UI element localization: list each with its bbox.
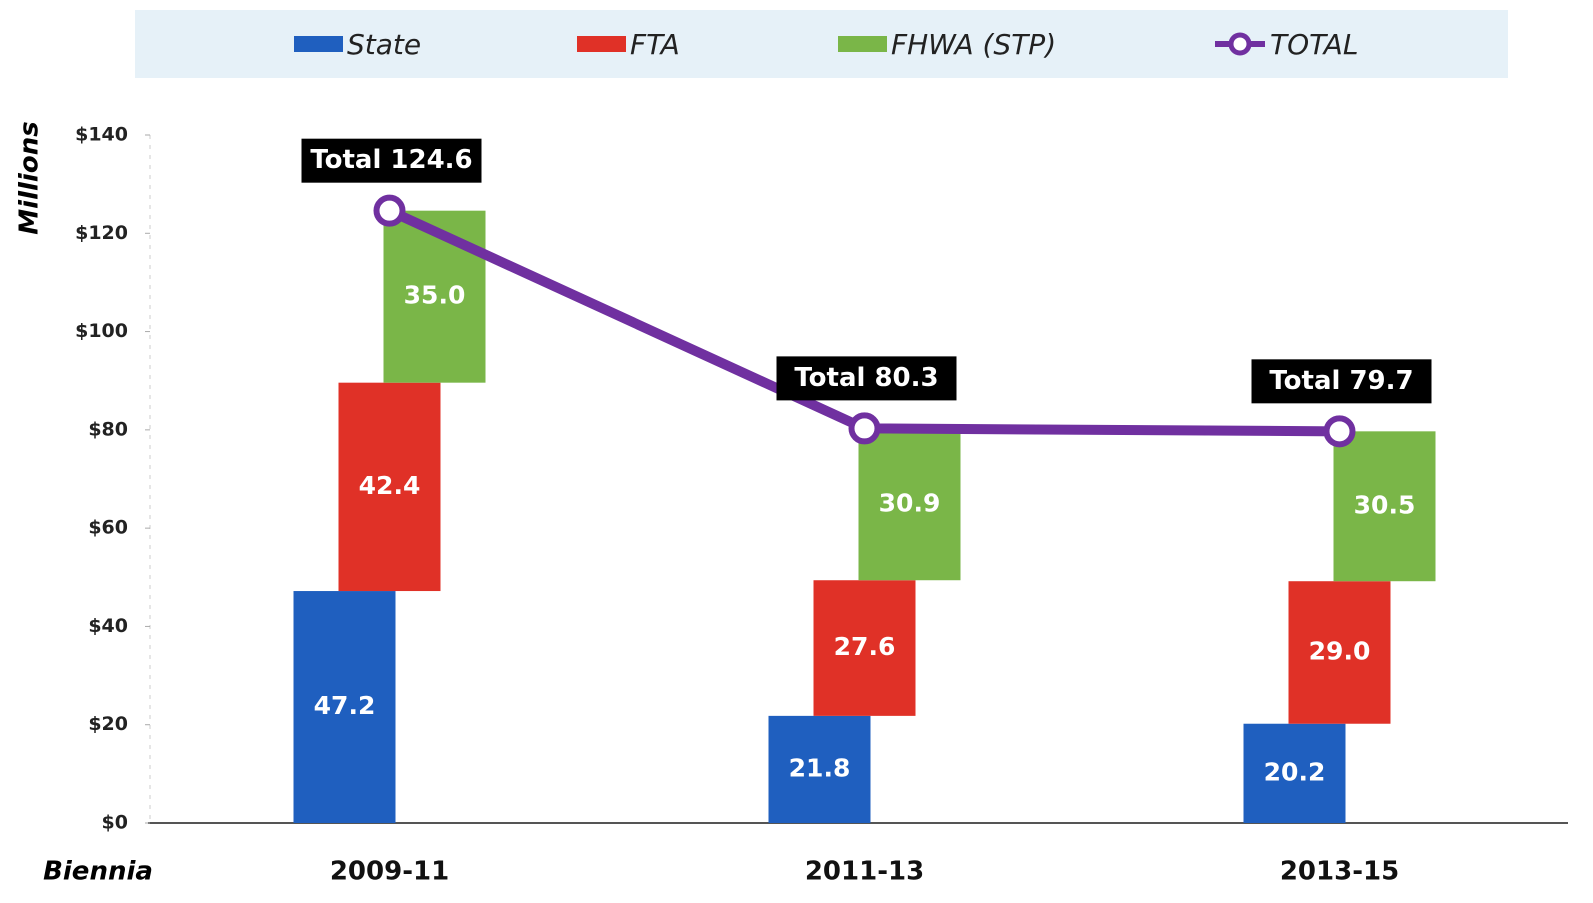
legend-label: TOTAL (1270, 28, 1358, 61)
y-tick-label: $20 (88, 713, 128, 735)
data-label: 30.9 (879, 488, 941, 517)
data-label: 20.2 (1264, 757, 1326, 786)
y-tick-label: $80 (88, 418, 128, 440)
x-tick-label: 2011-13 (805, 857, 924, 887)
bar-segment (383, 210, 486, 383)
bar-segment (768, 715, 871, 823)
total-label-box (1251, 359, 1432, 404)
bar-segment (338, 382, 441, 592)
bar-segment (1333, 431, 1436, 582)
legend-label: FTA (630, 28, 680, 61)
data-label: 35.0 (404, 281, 466, 310)
y-tick-label: $40 (88, 615, 128, 637)
legend-swatch (294, 36, 343, 52)
total-label: Total 80.3 (794, 363, 938, 393)
total-label: Total 124.6 (310, 145, 472, 175)
x-tick-label: 2009-11 (330, 857, 449, 887)
x-tick-label: 2013-15 (1280, 857, 1399, 887)
legend-swatch (577, 36, 626, 52)
data-label: 21.8 (789, 753, 851, 782)
bar-segment (1243, 723, 1346, 823)
legend-swatch (838, 36, 887, 52)
x-axis-title: Biennia (43, 857, 153, 887)
data-label: 29.0 (1309, 636, 1371, 665)
y-tick-label: $60 (88, 517, 128, 539)
data-label: 27.6 (834, 632, 896, 661)
bar-segment (858, 428, 961, 581)
total-label-box (776, 356, 957, 401)
y-tick-label: $120 (75, 222, 128, 244)
bar-segment (293, 591, 396, 823)
y-tick-label: $100 (75, 320, 128, 342)
legend-label: State (347, 28, 421, 61)
legend-background (135, 10, 1508, 78)
data-label: 42.4 (359, 471, 421, 500)
total-label-box (301, 138, 482, 183)
bar-segment (813, 580, 916, 716)
y-axis-title: Millions (15, 121, 45, 234)
legend-marker (1228, 32, 1252, 56)
total-marker (373, 194, 406, 227)
y-tick-label: $0 (102, 812, 128, 834)
data-label: 30.5 (1354, 490, 1416, 519)
total-marker (1323, 415, 1356, 448)
bar-segment (1288, 581, 1391, 724)
total-marker (848, 412, 881, 445)
y-tick-label: $140 (75, 124, 128, 146)
data-label: 47.2 (314, 691, 376, 720)
total-label: Total 79.7 (1269, 366, 1413, 396)
legend-label: FHWA (STP) (891, 28, 1056, 61)
